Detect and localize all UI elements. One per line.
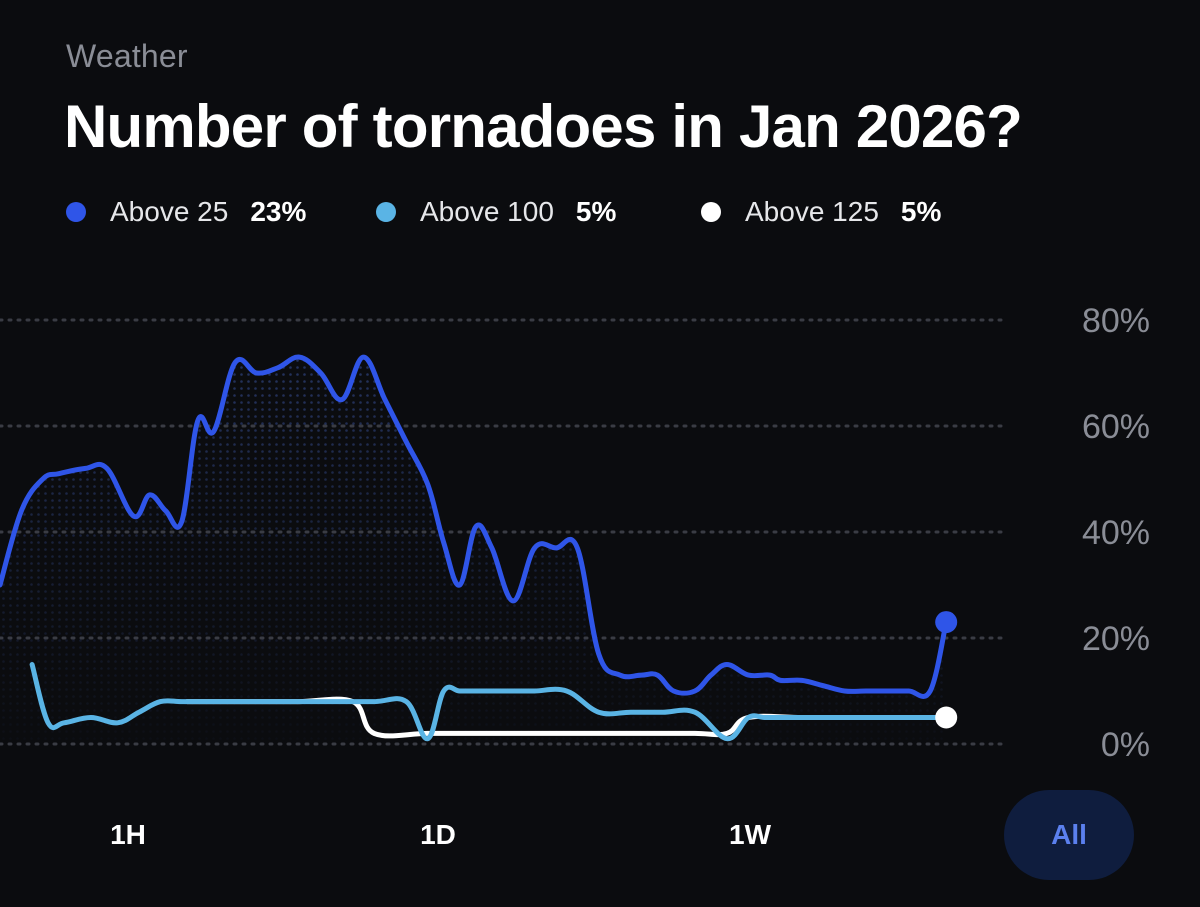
series-line-above-100: [29, 662, 949, 742]
market-category: Weather: [66, 38, 188, 74]
legend-value: 5%: [575, 196, 617, 227]
y-tick-label: 40%: [1082, 514, 1150, 552]
y-tick-label: 20%: [1082, 620, 1150, 658]
legend-value: 23%: [250, 196, 307, 227]
y-tick-label: 60%: [1082, 408, 1150, 446]
legend-dot-icon: [701, 202, 721, 222]
series-area-above-25: [0, 357, 947, 744]
legend-label: Above 100: [420, 196, 554, 227]
range-button-1h[interactable]: 1H: [110, 819, 146, 850]
legend-label: Above 125: [745, 196, 879, 227]
legend-item-above-25: Above 25 23%: [66, 192, 306, 232]
range-button-1w[interactable]: 1W: [729, 819, 771, 850]
line-chart: 0% 20% 40% 60% 80%: [0, 302, 1150, 764]
legend-label: Above 25: [110, 196, 229, 227]
market-title: Number of tornadoes in Jan 2026?: [64, 93, 1023, 160]
series-end-marker-above-25: [935, 611, 958, 634]
range-button-all[interactable]: All: [1004, 790, 1134, 880]
y-tick-label: 80%: [1082, 302, 1150, 340]
legend-value: 5%: [900, 196, 942, 227]
time-range-selector: 1H 1D 1W All: [0, 790, 1200, 880]
legend-item-above-125: Above 125 5%: [701, 192, 941, 232]
range-button-1d[interactable]: 1D: [420, 819, 456, 850]
legend-dot-icon: [376, 202, 396, 222]
series-end-marker-above-125: [935, 706, 958, 729]
series-line-above-25: [0, 354, 949, 699]
legend-dot-icon: [66, 202, 86, 222]
y-tick-label: 0%: [1101, 726, 1150, 764]
chart-legend: Above 25 23% Above 100 5% Above 125 5%: [66, 192, 1066, 232]
legend-item-above-100: Above 100 5%: [376, 192, 616, 232]
